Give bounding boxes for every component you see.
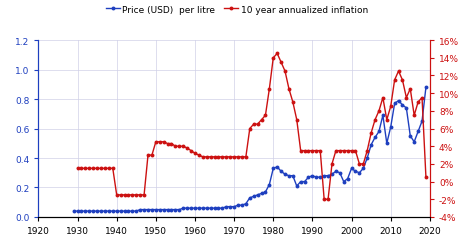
10 year annualized inflation	[325, 198, 331, 201]
Price (USD)  per litre	[411, 141, 417, 144]
Price (USD)  per litre	[368, 144, 374, 147]
10 year annualized inflation	[321, 198, 327, 201]
10 year annualized inflation	[372, 119, 378, 122]
10 year annualized inflation	[122, 194, 128, 196]
Line: Price (USD)  per litre: Price (USD) per litre	[72, 86, 428, 213]
10 year annualized inflation	[423, 176, 429, 179]
Price (USD)  per litre	[153, 208, 159, 211]
10 year annualized inflation	[181, 145, 186, 148]
Line: 10 year annualized inflation: 10 year annualized inflation	[75, 52, 428, 202]
Price (USD)  per litre	[415, 130, 421, 134]
10 year annualized inflation	[75, 167, 81, 170]
10 year annualized inflation	[274, 53, 280, 56]
Price (USD)  per litre	[161, 208, 166, 211]
10 year annualized inflation	[380, 97, 386, 100]
Price (USD)  per litre	[114, 210, 119, 213]
10 year annualized inflation	[415, 101, 421, 104]
Price (USD)  per litre	[71, 210, 76, 213]
Price (USD)  per litre	[423, 86, 429, 90]
Legend: Price (USD)  per litre, 10 year annualized inflation: Price (USD) per litre, 10 year annualize…	[102, 2, 372, 18]
